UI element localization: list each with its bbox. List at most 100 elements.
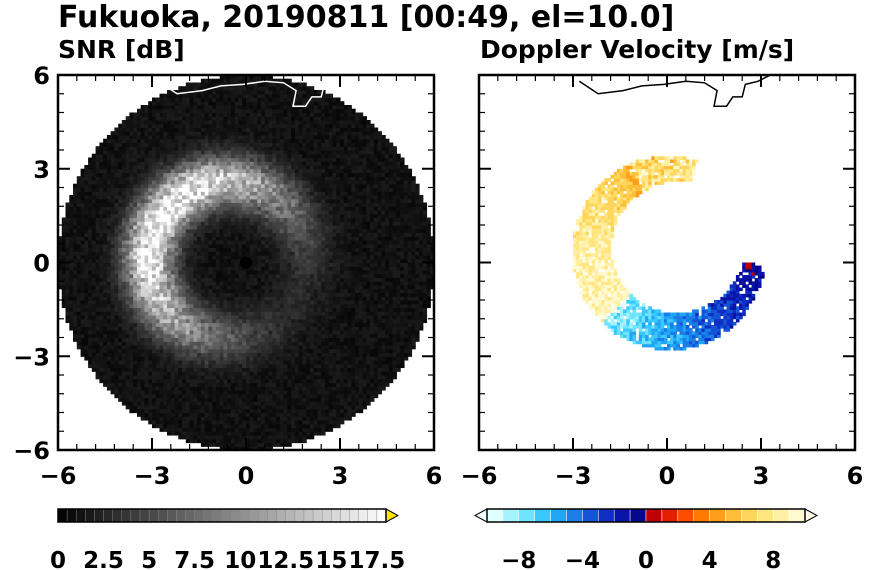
snr-cell <box>110 236 115 241</box>
snr-cell <box>279 367 285 372</box>
snr-cell <box>114 352 119 357</box>
snr-cell <box>200 371 206 376</box>
snr-cell <box>144 375 149 380</box>
snr-cell <box>61 225 67 230</box>
snr-cell <box>208 412 213 417</box>
snr-cell <box>163 168 168 174</box>
snr-cell <box>189 247 194 252</box>
snr-cell <box>268 191 273 196</box>
snr-cell <box>215 161 221 166</box>
snr-cell <box>223 266 228 271</box>
snr-cell <box>253 225 258 230</box>
snr-cell <box>95 352 100 357</box>
snr-cell <box>163 157 168 162</box>
snr-cell <box>133 371 138 376</box>
snr-cell <box>129 356 134 361</box>
snr-cell <box>257 120 262 125</box>
snr-cell <box>253 322 258 327</box>
snr-cell <box>246 401 251 406</box>
snr-cell <box>261 333 266 339</box>
snr-cell <box>238 296 243 301</box>
snr-cell <box>61 266 67 271</box>
snr-cell <box>133 341 138 346</box>
snr-cell <box>163 258 168 264</box>
snr-cell <box>137 322 142 327</box>
snr-cell <box>212 258 217 264</box>
snr-cell <box>246 116 251 121</box>
snr-cell <box>80 228 85 234</box>
snr-cell <box>185 191 191 196</box>
snr-cell <box>152 266 157 271</box>
snr-cell <box>133 172 138 177</box>
snr-cell <box>272 210 277 215</box>
snr-cell <box>261 172 266 177</box>
snr-cell <box>223 176 228 181</box>
snr-cell <box>58 236 63 241</box>
snr-cell <box>129 371 134 376</box>
snr-cell <box>159 382 164 387</box>
snr-cell <box>95 292 100 297</box>
snr-cell <box>197 438 202 444</box>
snr-cell <box>121 262 127 267</box>
snr-cell <box>242 105 247 110</box>
snr-cell <box>155 146 161 151</box>
snr-cell <box>95 345 100 350</box>
snr-cell <box>204 146 209 151</box>
snr-cell <box>200 247 206 252</box>
snr-cell <box>95 168 100 174</box>
snr-cell <box>140 131 146 136</box>
snr-cell <box>106 307 112 312</box>
snr-cell <box>110 161 115 166</box>
snr-cell <box>137 180 142 185</box>
snr-cell <box>212 318 217 324</box>
snr-cell <box>88 217 93 222</box>
snr-cell <box>272 258 277 264</box>
snr-cell <box>103 157 108 162</box>
snr-cell <box>276 386 281 391</box>
snr-cell <box>276 405 281 410</box>
snr-cell <box>257 78 262 84</box>
snr-cell <box>170 386 176 391</box>
snr-cell <box>152 108 157 114</box>
snr-cell <box>257 296 262 301</box>
snr-cell <box>103 161 108 166</box>
snr-cell <box>106 315 112 320</box>
snr-cell <box>276 270 281 275</box>
snr-cell <box>204 375 209 380</box>
snr-cell <box>95 371 100 376</box>
snr-cell <box>283 303 288 309</box>
snr-cell <box>152 382 157 387</box>
snr-cell <box>167 262 172 267</box>
snr-cell <box>253 228 258 234</box>
snr-cell <box>88 333 93 339</box>
snr-cell <box>148 378 153 384</box>
snr-cell <box>106 165 112 170</box>
snr-cell <box>276 228 281 234</box>
snr-cell <box>106 161 112 166</box>
snr-cell <box>152 105 157 110</box>
snr-cell <box>125 176 131 181</box>
snr-cell <box>76 303 82 309</box>
snr-cell <box>95 318 100 324</box>
snr-cell <box>148 221 153 226</box>
snr-cell <box>182 251 187 256</box>
snr-cell <box>219 131 225 136</box>
snr-cell <box>189 356 194 361</box>
snr-cell <box>99 341 104 346</box>
snr-cell <box>114 176 119 181</box>
snr-cell <box>279 386 285 391</box>
snr-cell <box>261 213 266 219</box>
snr-cell <box>155 262 161 267</box>
snr-cell <box>125 187 131 192</box>
snr-cell <box>114 330 119 335</box>
snr-cell <box>204 135 209 140</box>
snr-cell <box>121 288 127 294</box>
snr-cell <box>152 423 157 429</box>
snr-cell <box>129 127 134 132</box>
snr-cell <box>144 270 149 275</box>
snr-cell <box>163 322 168 327</box>
snr-cell <box>103 210 108 215</box>
snr-cell <box>197 326 202 331</box>
snr-cell <box>125 345 131 350</box>
